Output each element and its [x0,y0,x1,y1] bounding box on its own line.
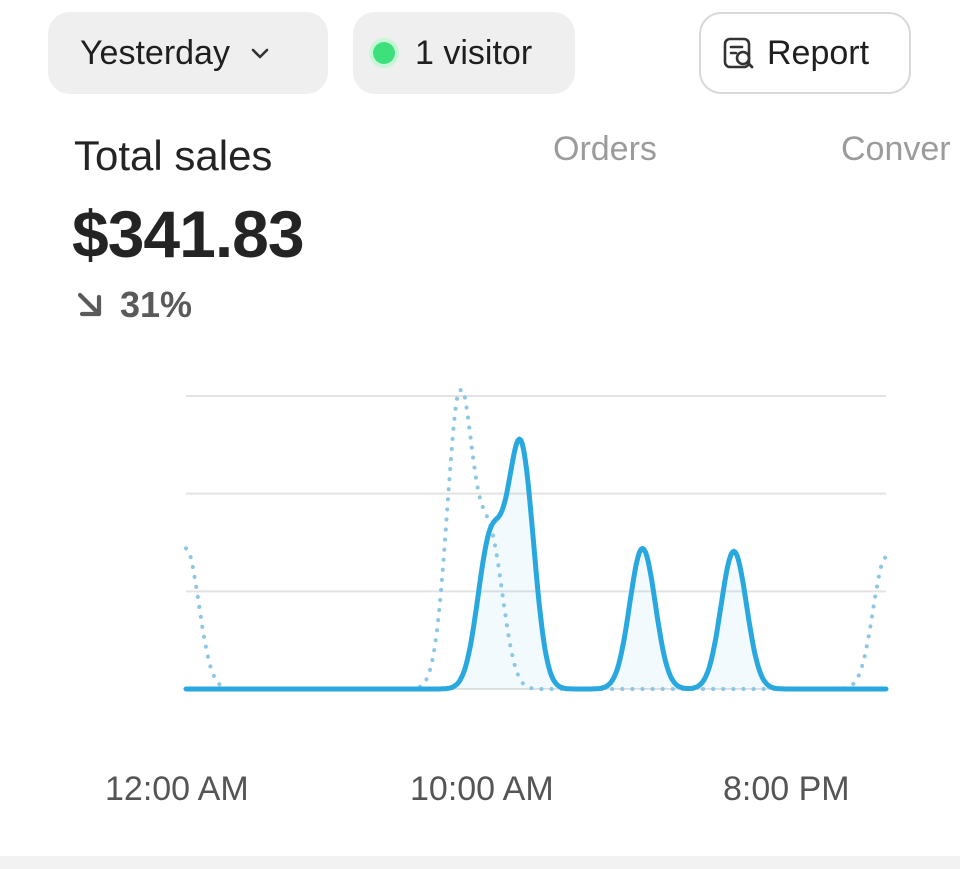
visitors-count: 1 visitor [415,33,533,72]
conversion-label: Conver [841,130,951,168]
date-range-dropdown[interactable]: Yesterday [48,12,328,94]
sales-area-fill [186,439,886,689]
total-sales-label: Total sales [74,132,273,179]
report-button[interactable]: Report [699,12,911,94]
chevron-down-icon [251,48,269,59]
sales-change: 31% [74,284,192,326]
live-visitors-button[interactable]: 1 visitor [353,12,575,94]
arrow-down-right-icon [77,292,102,317]
x-tick-label: 8:00 PM [723,770,850,808]
x-tick-label: 12:00 AM [105,770,249,808]
report-search-icon [723,37,754,69]
sales-series-line [183,436,889,692]
sales-chart [183,388,889,692]
conversion-metric-tab[interactable]: Conver [841,130,951,169]
total-sales-value: $341.83 [72,197,305,271]
report-label: Report [767,33,870,72]
live-dot-icon [373,42,395,64]
bottom-divider [0,856,960,869]
orders-label: Orders [553,130,657,168]
date-range-label: Yesterday [80,33,230,72]
sales-change-value: 31% [120,284,193,325]
orders-metric-tab[interactable]: Orders [553,130,657,169]
x-tick-label: 10:00 AM [410,770,554,808]
